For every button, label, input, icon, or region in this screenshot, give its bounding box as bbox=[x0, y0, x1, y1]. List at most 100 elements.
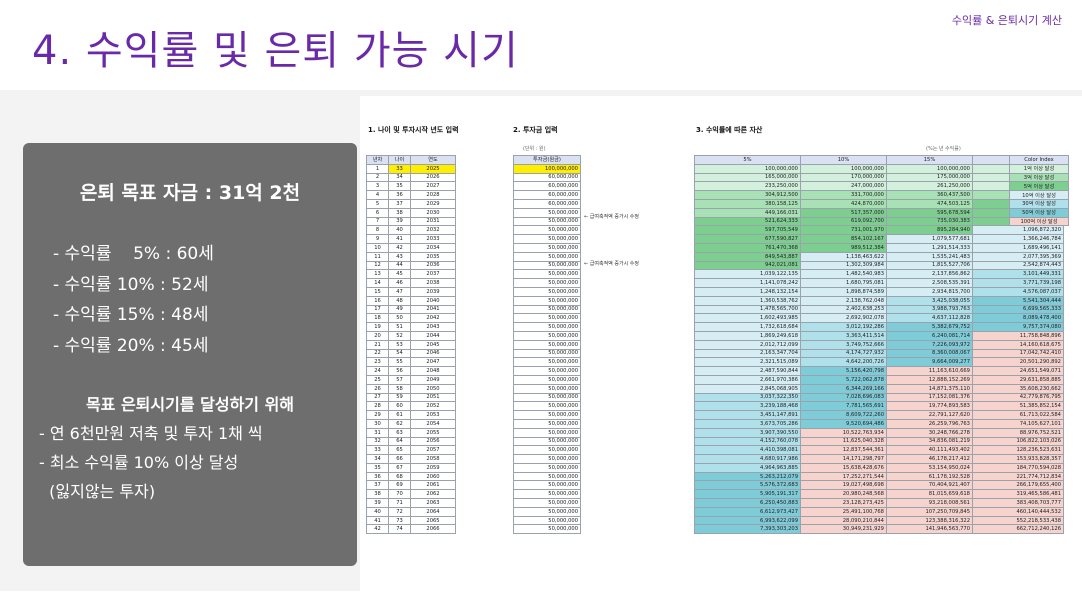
year-count-cell: 28 bbox=[366, 401, 389, 412]
year-cell: 2033 bbox=[410, 234, 456, 244]
asset-cell: 2,138,762,048 bbox=[800, 295, 887, 306]
year-count-cell: 31 bbox=[366, 427, 389, 438]
asset-cell: 93,218,008,561 bbox=[886, 498, 973, 508]
asset-cell: 12,888,152,269 bbox=[886, 374, 973, 385]
asset-cell: 29,631,858,885 bbox=[972, 374, 1064, 385]
asset-cell: 6,612,973,427 bbox=[694, 506, 801, 517]
year-count-cell: 34 bbox=[366, 454, 389, 464]
table-row: 50,000,000 bbox=[513, 348, 581, 359]
year-cell: 2025 bbox=[410, 163, 456, 174]
table-row: 39 71 2063 bbox=[366, 498, 456, 508]
asset-cell: 2,137,856,862 bbox=[886, 269, 973, 280]
principal-cell: 50,000,000 bbox=[513, 207, 581, 218]
principal-cell: 50,000,000 bbox=[513, 295, 581, 306]
principal-cell: 50,000,000 bbox=[513, 515, 581, 526]
asset-cell: 19,774,893,583 bbox=[886, 401, 973, 412]
asset-cell: 4,637,112,828 bbox=[886, 313, 973, 324]
year-cell: 2043 bbox=[410, 322, 456, 332]
year-cell: 2030 bbox=[410, 207, 456, 218]
age-cell: 74 bbox=[388, 524, 411, 535]
asset-cell: 7,393,303,203 bbox=[694, 524, 801, 535]
asset-cell: 19,027,498,698 bbox=[800, 480, 887, 491]
salary-note: ← 급여축적액 증가시 수정 bbox=[584, 214, 639, 220]
asset-cell: 17,152,081,376 bbox=[886, 392, 973, 403]
year-count-cell: 20 bbox=[366, 330, 389, 341]
asset-cell: 1,302,309,984 bbox=[800, 260, 887, 271]
summary-box: 은퇴 목표 자금 : 31억 2천 - 수익률 5% : 60세 - 수익률 1… bbox=[23, 143, 357, 566]
asset-cell: 1,815,527,706 bbox=[886, 260, 973, 271]
age-cell: 71 bbox=[388, 498, 411, 508]
slide-title: 4. 수익률 및 은퇴 가능 시기 bbox=[32, 28, 519, 74]
section-3-title: 3. 수익률에 따른 자산 bbox=[696, 126, 763, 134]
asset-cell: 261,250,000 bbox=[886, 181, 973, 192]
salary-note: ← 급여축적액 증가시 수정 bbox=[584, 261, 639, 267]
asset-cell: 619,092,700 bbox=[800, 216, 887, 227]
year-cell: 2051 bbox=[410, 392, 456, 403]
rate-item: - 수익률 15% : 48세 bbox=[53, 305, 209, 325]
action-item: - 최소 수익률 10% 이상 달성 bbox=[39, 453, 239, 472]
table-row: 4,680,917,986 14,171,298,797 46,178,217,41… bbox=[694, 454, 1064, 464]
year-cell: 2045 bbox=[410, 339, 456, 350]
age-cell: 62 bbox=[388, 418, 411, 429]
principal-cell: 60,000,000 bbox=[513, 190, 581, 200]
table-row: 50,000,000 bbox=[513, 330, 581, 341]
year-count-cell: 6 bbox=[366, 207, 389, 218]
asset-cell: 14,160,618,675 bbox=[972, 339, 1064, 350]
slide-top-label: 수익률 & 은퇴시기 계산 bbox=[951, 14, 1062, 27]
year-cell: 2027 bbox=[410, 181, 456, 192]
year-cell: 2064 bbox=[410, 506, 456, 517]
table-row: 36 68 2060 bbox=[366, 471, 456, 482]
age-cell: 42 bbox=[388, 242, 411, 253]
asset-cell: 1,680,795,081 bbox=[800, 278, 887, 288]
age-cell: 66 bbox=[388, 454, 411, 464]
col-header-year-count: 년차 bbox=[366, 155, 389, 165]
legend-item: 10억 이상 달성 bbox=[1009, 190, 1069, 200]
table-row: 50,000,000 bbox=[513, 392, 581, 403]
asset-cell: 11,758,848,896 bbox=[972, 330, 1064, 341]
age-cell: 49 bbox=[388, 304, 411, 315]
year-cell: 2052 bbox=[410, 401, 456, 412]
asset-cell: 100,000,000 bbox=[694, 163, 801, 174]
asset-cell: 319,465,586,481 bbox=[972, 489, 1064, 500]
table-row: 50,000,000 bbox=[513, 489, 581, 500]
table-row: 22 54 2046 bbox=[366, 348, 456, 359]
asset-cell: 8,609,722,260 bbox=[800, 410, 887, 420]
principal-cell: 50,000,000 bbox=[513, 278, 581, 288]
asset-cell: 61,178,192,528 bbox=[886, 471, 973, 482]
asset-cell: 521,624,333 bbox=[694, 216, 801, 227]
asset-cell: 3,425,038,055 bbox=[886, 295, 973, 306]
table-row: 50,000,000 bbox=[513, 418, 581, 429]
asset-cell: 70,404,921,407 bbox=[886, 480, 973, 491]
asset-cell: 1,482,540,983 bbox=[800, 269, 887, 280]
table-row: 19 51 2043 bbox=[366, 322, 456, 332]
asset-cell: 380,158,125 bbox=[694, 198, 801, 209]
year-cell: 2040 bbox=[410, 295, 456, 306]
asset-cell: 3,771,739,198 bbox=[972, 278, 1064, 288]
table-row: 3,239,188,468 7,781,565,691 19,774,893,583… bbox=[694, 401, 1064, 412]
table-row: 26 58 2050 bbox=[366, 383, 456, 394]
table-row: 37 69 2061 bbox=[366, 480, 456, 491]
principal-cell: 50,000,000 bbox=[513, 498, 581, 508]
asset-cell: 128,236,523,631 bbox=[972, 445, 1064, 456]
table-row: 1,248,132,154 1,898,874,589 2,934,815,700 4… bbox=[694, 286, 1064, 297]
table-row: 50,000,000 bbox=[513, 313, 581, 324]
age-cell: 48 bbox=[388, 295, 411, 306]
age-cell: 61 bbox=[388, 410, 411, 420]
table-row: 17 49 2041 bbox=[366, 304, 456, 315]
asset-cell: 9,520,694,486 bbox=[800, 418, 887, 429]
asset-cell: 3,988,793,763 bbox=[886, 304, 973, 315]
asset-cell: 12,837,544,361 bbox=[800, 445, 887, 456]
year-cell: 2048 bbox=[410, 366, 456, 376]
table-row: 50,000,000 bbox=[513, 383, 581, 394]
principal-cell: 50,000,000 bbox=[513, 357, 581, 368]
age-cell: 68 bbox=[388, 471, 411, 482]
asset-cell: 3,239,188,468 bbox=[694, 401, 801, 412]
legend-item: 50억 이상 달성 bbox=[1009, 207, 1069, 218]
table-row: 60,000,000 bbox=[513, 172, 581, 183]
asset-cell: 88,976,752,521 bbox=[972, 427, 1064, 438]
principal-cell: 50,000,000 bbox=[513, 260, 581, 271]
principal-cell: 100,000,000 bbox=[513, 163, 581, 174]
asset-cell: 7,781,565,691 bbox=[800, 401, 887, 412]
year-count-cell: 30 bbox=[366, 418, 389, 429]
asset-cell: 5,382,679,752 bbox=[886, 322, 973, 332]
